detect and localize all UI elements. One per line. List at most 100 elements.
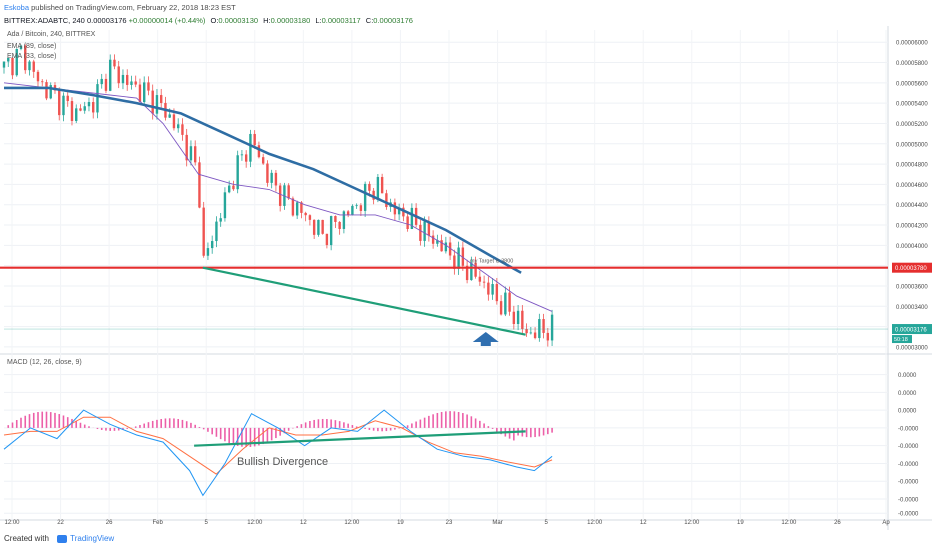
tradingview-link[interactable]: TradingView (70, 534, 115, 543)
time-tick-label: 12:00 (781, 520, 797, 526)
candle-body (236, 155, 239, 190)
candle-body (70, 101, 74, 121)
candle-body (453, 255, 456, 269)
candle-body (96, 84, 99, 113)
candle-body (193, 146, 197, 163)
chart-grid (0, 26, 932, 530)
candle-body (516, 310, 520, 324)
candle-body (312, 219, 316, 235)
price-tick-label: 0.00004200 (896, 224, 928, 230)
candle-body (355, 205, 358, 207)
price-tick-label: 0.00005000 (896, 142, 928, 148)
price-change: +0.00000014 (+0.44%) (128, 16, 206, 25)
low-value: 0.00003117 (321, 16, 361, 25)
ema-slow-legend[interactable]: EMA (89, close) (7, 43, 57, 50)
candle-body (487, 282, 490, 295)
candle-body (444, 242, 448, 252)
open-label: O: (210, 16, 219, 25)
price-tick-label: 0.00003000 (896, 345, 928, 351)
price-tick-label: 0.00006000 (896, 41, 928, 47)
candle-body (300, 202, 303, 213)
candle-body (41, 81, 44, 83)
macd-pane[interactable]: Bullish Divergence (3, 409, 553, 497)
time-tick-label: 12:00 (4, 520, 20, 526)
candle-body (351, 205, 354, 216)
candle-body (325, 233, 329, 246)
candle-body (181, 124, 184, 135)
open-value: 0.00003130 (218, 16, 259, 25)
time-tick-label: 12 (640, 520, 647, 526)
macd-legend[interactable]: MACD (12, 26, close, 9) (7, 359, 82, 366)
price-pane[interactable]: my Target is 3800 (0, 44, 888, 347)
candle-body (244, 154, 248, 162)
ema-fast-legend[interactable]: EMA (33, close) (7, 53, 57, 60)
candle-body (525, 329, 528, 334)
candle-body (79, 108, 82, 111)
candle-body (155, 95, 159, 114)
macd-tick-label: -0.0000 (898, 444, 919, 450)
candle-body (45, 82, 48, 99)
candle-body (261, 157, 265, 164)
candle-body (363, 183, 367, 211)
macd-tick-label: 0.0000 (898, 409, 917, 415)
high-label: H: (263, 16, 271, 25)
macd-tick-label: 0.0000 (898, 391, 917, 397)
candle-body (147, 82, 150, 91)
chart-title: Ada / Bitcoin, 240, BITTREX (7, 31, 96, 38)
candle-body (406, 216, 409, 229)
candle-body (504, 292, 507, 315)
macd-tick-label: 0.0000 (898, 373, 917, 379)
price-trendline (202, 266, 526, 336)
candle-body (130, 81, 133, 85)
created-with-text: Created with (4, 534, 49, 543)
author-link[interactable]: Eskoba (4, 3, 30, 12)
candle-body (109, 59, 112, 91)
candle-body (393, 202, 397, 215)
price-tick-label: 0.00005200 (896, 122, 928, 128)
time-tick-label: Ap (882, 520, 890, 526)
time-tick-label: 19 (397, 520, 404, 526)
time-tick-label: 12:00 (684, 520, 700, 526)
symbol-info: BITTREX:ADABTC, 240 0.00003176 +0.000000… (4, 16, 413, 25)
tradingview-logo-icon (57, 534, 68, 543)
publish-info: Eskoba published on TradingView.com, Feb… (4, 3, 236, 12)
candle-body (431, 235, 435, 244)
time-tick-label: 26 (106, 520, 113, 526)
target-price-label: 0.00003780 (895, 266, 927, 272)
candle-body (342, 211, 346, 229)
target-annotation: my Target is 3800 (470, 259, 513, 265)
candle-body (508, 292, 511, 312)
candle-body (376, 177, 380, 200)
candle-body (151, 90, 154, 114)
price-tick-label: 0.00005600 (896, 81, 928, 87)
candle-body (117, 66, 120, 84)
candle-body (62, 95, 65, 116)
time-tick-label: Feb (152, 520, 163, 526)
candle-body (448, 242, 452, 256)
published-text: published on TradingView.com, February 2… (31, 3, 236, 12)
candle-body (321, 219, 324, 234)
candle-body (461, 247, 465, 266)
candle-body (75, 108, 78, 121)
candle-body (134, 81, 137, 85)
time-tick-label: 5 (205, 520, 209, 526)
candle-body (295, 202, 299, 216)
candle-body (317, 219, 320, 235)
candle-body (436, 240, 439, 244)
high-value: 0.00003180 (270, 16, 311, 25)
candle-body (66, 95, 69, 102)
candle-body (470, 262, 473, 281)
candle-body (11, 57, 14, 76)
candle-body (15, 49, 18, 76)
macd-line (3, 409, 553, 497)
candle-body (143, 82, 146, 103)
candle-body (346, 211, 350, 216)
time-tick-label: 12:00 (587, 520, 603, 526)
macd-tick-label: -0.0000 (898, 512, 919, 518)
candle-body (253, 133, 256, 146)
candle-body (359, 205, 363, 211)
candle-body (287, 185, 290, 199)
candle-body (465, 265, 469, 281)
candle-body (529, 332, 533, 334)
